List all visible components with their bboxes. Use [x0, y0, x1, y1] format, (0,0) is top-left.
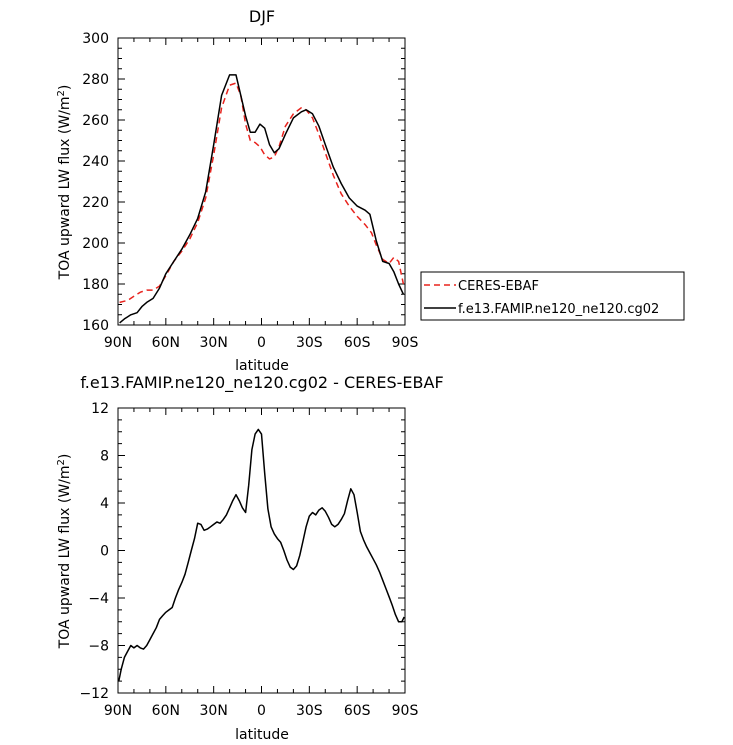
bottom-x-tick-labels: 90N 60N 30N 0 30S 60S 90S	[104, 703, 419, 719]
top-y-axis-label-sup: 2	[56, 90, 67, 96]
bottom-series-group	[118, 428, 405, 682]
bottom-ticks	[117, 407, 406, 694]
top-series-group	[119, 74, 405, 324]
y-tick-label: −8	[88, 639, 109, 655]
bottom-y-axis-label-main: TOA upward LW flux (W/m	[57, 465, 73, 649]
x-tick-label: 60N	[152, 335, 180, 351]
bottom-y-tick-labels: −12 −8 −4 0 4 8 12	[79, 401, 109, 702]
legend: CERES-EBAF f.e13.FAMIP.ne120_ne120.cg02	[420, 271, 685, 321]
y-tick-label: 240	[82, 154, 109, 170]
x-tick-label: 0	[257, 703, 266, 719]
x-tick-label: 60N	[152, 703, 180, 719]
y-tick-label: −4	[88, 591, 109, 607]
bottom-x-axis-label: latitude	[235, 727, 289, 743]
x-tick-label: 0	[257, 335, 266, 351]
series-line-ceres-ebaf	[119, 82, 405, 304]
x-tick-label: 60S	[344, 335, 371, 351]
top-x-axis-label: latitude	[235, 358, 289, 374]
top-y-tick-labels: 160 180 200 220 240 260 280 300	[82, 31, 109, 334]
top-chart-title: DJF	[249, 7, 275, 26]
x-tick-label: 90S	[392, 335, 419, 351]
bottom-y-axis-label-sup: 2	[56, 459, 67, 465]
y-tick-label: 300	[82, 31, 109, 47]
series-line-f-e13-famip-ne120-ne120-cg02	[119, 74, 405, 324]
x-tick-label: 30N	[200, 335, 228, 351]
top-y-axis-label-main: TOA upward LW flux (W/m	[57, 96, 73, 280]
x-tick-label: 90S	[392, 703, 419, 719]
y-tick-label: 280	[82, 72, 109, 88]
y-tick-label: −12	[79, 686, 109, 702]
x-tick-label: 60S	[344, 703, 371, 719]
y-tick-label: 160	[82, 318, 109, 334]
top-y-axis-label-close: )	[57, 85, 73, 90]
y-tick-label: 180	[82, 277, 109, 293]
y-tick-label: 8	[100, 449, 109, 465]
top-y-axis-label: TOA upward LW flux (W/m2)	[56, 85, 73, 281]
bottom-y-axis-label: TOA upward LW flux (W/m2)	[56, 454, 73, 650]
y-tick-label: 220	[82, 195, 109, 211]
x-tick-label: 30S	[296, 335, 323, 351]
x-tick-label: 30N	[200, 703, 228, 719]
y-tick-label: 200	[82, 236, 109, 252]
top-ticks	[117, 37, 406, 326]
bottom-plot-frame	[117, 407, 406, 694]
top-plot-frame	[117, 37, 406, 326]
x-tick-label: 90N	[104, 703, 132, 719]
bottom-chart-title: f.e13.FAMIP.ne120_ne120.cg02 - CERES-EBA…	[80, 373, 443, 393]
y-tick-label: 12	[91, 401, 109, 417]
legend-label-model: f.e13.FAMIP.ne120_ne120.cg02	[458, 302, 659, 317]
bottom-y-axis-label-close: )	[57, 454, 73, 459]
legend-label-ceres-ebaf: CERES-EBAF	[458, 279, 539, 294]
top-panel: DJF 90N 60N 30N 0 30S 60S 90S 160 180 200 220 240 2…	[56, 7, 418, 374]
legend-box	[420, 271, 685, 321]
x-tick-label: 90N	[104, 335, 132, 351]
y-tick-label: 4	[100, 496, 109, 512]
y-tick-label: 0	[100, 544, 109, 560]
y-tick-label: 260	[82, 113, 109, 129]
bottom-panel: f.e13.FAMIP.ne120_ne120.cg02 - CERES-EBA…	[56, 373, 444, 743]
series-line-difference	[118, 428, 405, 682]
x-tick-label: 30S	[296, 703, 323, 719]
top-x-tick-labels: 90N 60N 30N 0 30S 60S 90S	[104, 335, 419, 351]
